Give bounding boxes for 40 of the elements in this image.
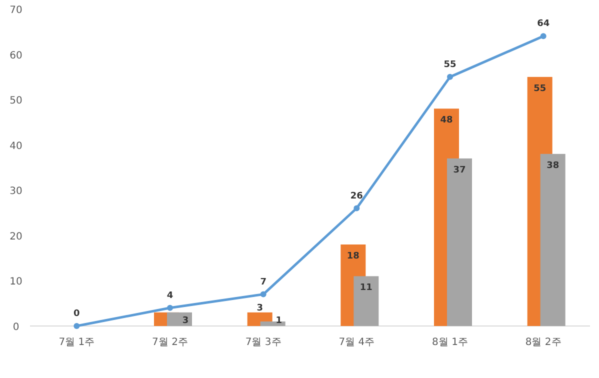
bar [167,312,192,326]
x-tick-label: 8월 2주 [525,337,562,348]
data-label: 4 [166,290,174,301]
x-tick-label: 7월 2주 [152,337,188,348]
point [447,74,453,80]
data-label: 26 [350,191,363,202]
data-label: 1 [276,316,282,326]
data-label: 38 [546,160,560,171]
y-tick-label: 10 [10,276,22,288]
bar [447,158,472,326]
bar [540,154,566,326]
data-label: 55 [444,60,456,70]
data-label: 3 [256,303,263,314]
data-label: 18 [346,251,360,262]
data-label: 0 [74,309,80,319]
data-label: 64 [537,19,550,30]
y-tick-label: 0 [12,322,20,333]
y-tick-label: 50 [10,96,22,107]
point [260,291,266,298]
y-tick-label: 20 [10,231,22,242]
x-tick-label: 7월 3주 [245,337,282,348]
data-label: 37 [453,165,466,176]
point [540,33,546,40]
data-label: 7 [260,277,266,288]
y-tick-label: 30 [10,186,22,198]
x-tick-label: 7월 4주 [338,337,375,348]
point [74,323,80,329]
y-tick-label: 40 [10,140,22,152]
point [167,304,173,311]
data-label: 48 [440,116,453,126]
data-label: 55 [534,84,546,94]
point [354,205,360,212]
x-tick-label: 7월 1주 [58,337,95,348]
y-tick-label: 60 [10,50,22,62]
x-tick-label: 8월 1주 [432,337,468,348]
data-label: 3 [182,316,189,326]
y-tick-label: 70 [10,5,22,16]
bar [354,276,379,326]
data-label: 11 [360,283,372,294]
bar [260,321,286,326]
